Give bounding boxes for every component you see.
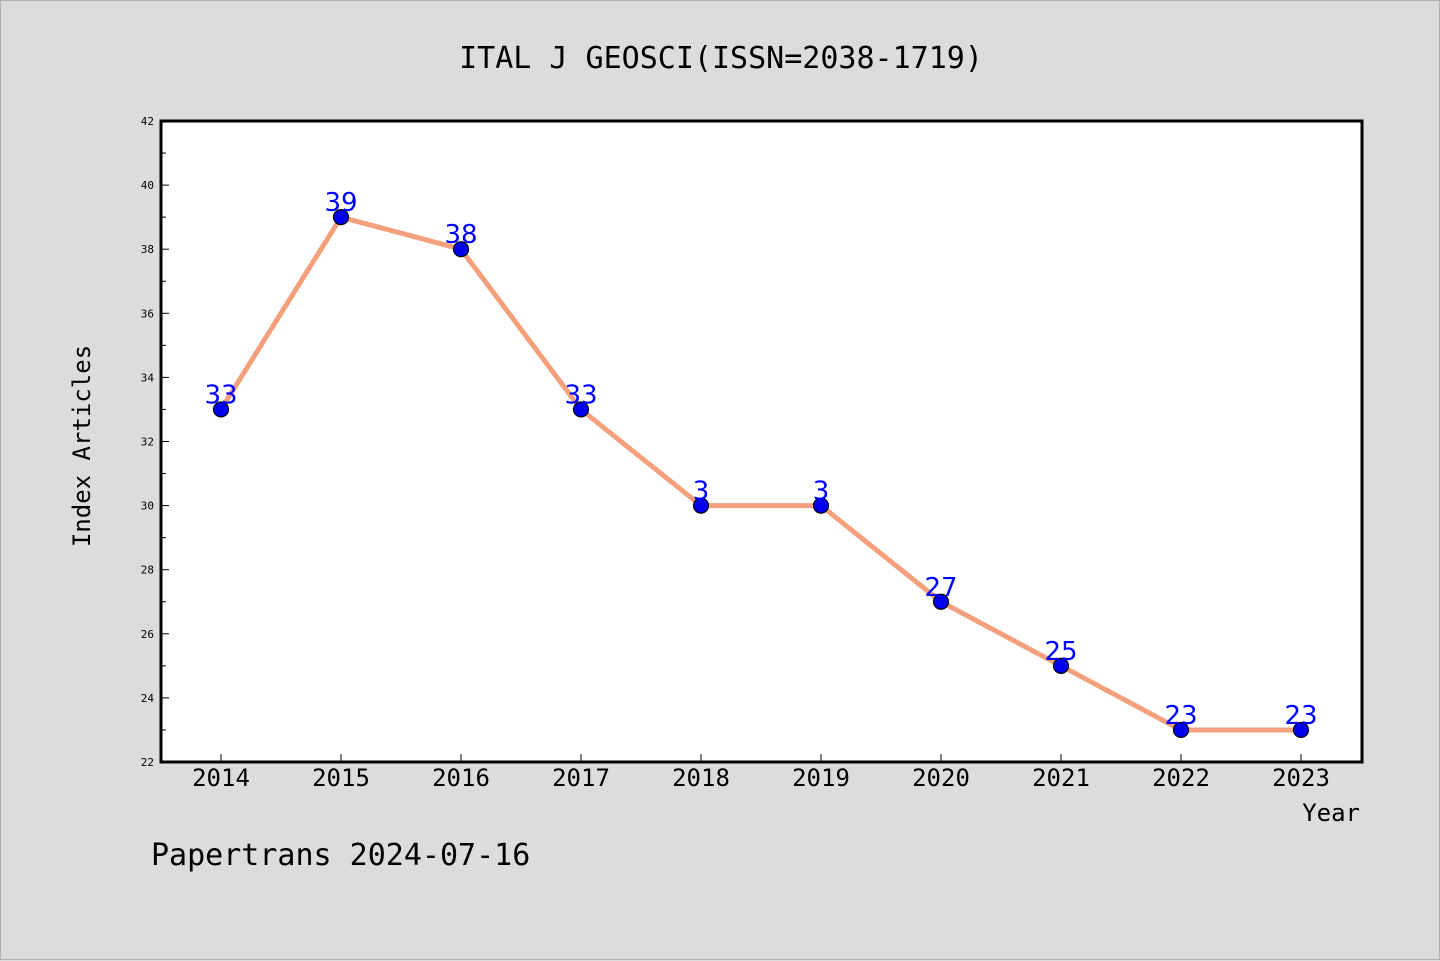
x-tick-label: 2019 bbox=[792, 764, 850, 792]
y-tick-label: 22 bbox=[141, 756, 154, 769]
data-point bbox=[212, 401, 230, 418]
data-label: 39 bbox=[324, 188, 357, 218]
y-tick-label: 34 bbox=[141, 371, 155, 384]
x-tick-label: 2021 bbox=[1032, 764, 1090, 792]
x-tick-label: 2020 bbox=[912, 764, 970, 792]
y-axis-ticks: 22 24 26 28 30 32 34 36 38 40 42 bbox=[141, 115, 169, 769]
y-tick-label: 40 bbox=[141, 179, 154, 192]
data-point bbox=[1172, 721, 1190, 739]
y-tick-label: 38 bbox=[141, 243, 154, 256]
x-tick-label: 2022 bbox=[1152, 764, 1210, 792]
data-label: 38 bbox=[444, 220, 477, 250]
data-label: 23 bbox=[1164, 701, 1197, 731]
footer-credit: Papertrans 2024-07-16 bbox=[151, 838, 530, 873]
data-label: 23 bbox=[1284, 701, 1317, 731]
y-tick-label: 24 bbox=[141, 692, 155, 705]
chart-title: ITAL J GEOSCI(ISSN=2038-1719) bbox=[459, 41, 983, 76]
y-tick-label: 26 bbox=[141, 628, 154, 641]
x-tick-label: 2017 bbox=[552, 764, 610, 792]
data-point bbox=[572, 401, 590, 418]
x-tick-label: 2023 bbox=[1272, 764, 1330, 792]
y-tick-label: 42 bbox=[141, 115, 154, 128]
y-axis-title: Index Articles bbox=[68, 345, 96, 547]
data-label: 3 bbox=[813, 477, 830, 507]
data-point bbox=[692, 497, 710, 514]
data-label: 3 bbox=[693, 477, 710, 507]
data-point bbox=[1052, 657, 1070, 674]
x-axis-title: Year bbox=[1302, 799, 1360, 827]
x-tick-label: 2015 bbox=[312, 764, 370, 792]
plot-border bbox=[159, 119, 1364, 764]
series-line bbox=[218, 214, 1301, 733]
y-tick-label: 28 bbox=[141, 564, 154, 577]
y-tick-label: 32 bbox=[141, 436, 154, 449]
x-tick-label: 2014 bbox=[192, 764, 250, 792]
data-point bbox=[932, 593, 950, 610]
data-point bbox=[452, 241, 470, 258]
x-tick-label: 2016 bbox=[432, 764, 490, 792]
y-tick-label: 36 bbox=[141, 307, 154, 320]
x-axis-ticks: 2014 2015 2016 2017 2018 2019 2020 2021 2022 2023 bbox=[192, 754, 1330, 792]
data-label: 25 bbox=[1044, 637, 1077, 667]
data-label: 33 bbox=[204, 380, 237, 410]
plot-area bbox=[161, 121, 1362, 762]
data-label: 27 bbox=[924, 573, 957, 603]
data-point bbox=[812, 497, 830, 514]
data-point bbox=[1292, 721, 1310, 739]
x-tick-label: 2018 bbox=[672, 764, 730, 792]
data-point bbox=[332, 209, 350, 226]
y-tick-label: 30 bbox=[141, 500, 154, 513]
data-label: 33 bbox=[564, 380, 597, 410]
